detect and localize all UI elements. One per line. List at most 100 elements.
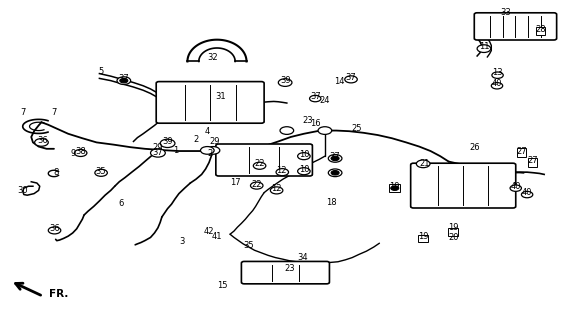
Text: 42: 42 <box>204 227 214 236</box>
Circle shape <box>510 185 521 191</box>
Text: 35: 35 <box>96 167 106 176</box>
Text: 27: 27 <box>516 147 527 156</box>
Text: 15: 15 <box>218 281 228 290</box>
FancyBboxPatch shape <box>156 82 264 123</box>
Text: 29: 29 <box>210 137 220 146</box>
Text: 13: 13 <box>492 68 503 77</box>
Text: 12: 12 <box>276 166 286 175</box>
Circle shape <box>492 72 503 78</box>
Text: 32: 32 <box>208 53 218 62</box>
Text: 20: 20 <box>448 233 458 242</box>
Text: 23: 23 <box>303 116 313 124</box>
Text: 37: 37 <box>310 92 320 101</box>
Text: 22: 22 <box>254 159 265 168</box>
Circle shape <box>201 147 214 154</box>
Text: 10: 10 <box>299 165 309 174</box>
Circle shape <box>416 160 430 168</box>
Circle shape <box>253 162 266 169</box>
Text: 18: 18 <box>326 198 336 207</box>
Text: 16: 16 <box>310 119 320 128</box>
Circle shape <box>48 227 61 234</box>
FancyBboxPatch shape <box>411 163 516 208</box>
Circle shape <box>318 127 332 134</box>
Bar <box>389 184 400 192</box>
Text: 19: 19 <box>418 232 428 241</box>
Text: 8: 8 <box>53 168 59 177</box>
Text: 40: 40 <box>522 188 532 197</box>
Circle shape <box>280 127 294 134</box>
Circle shape <box>151 149 165 157</box>
Text: 39: 39 <box>280 76 290 85</box>
Text: 17: 17 <box>231 178 241 187</box>
Text: 23: 23 <box>285 264 295 273</box>
Text: 37: 37 <box>330 152 340 161</box>
Text: 4: 4 <box>204 127 210 136</box>
Text: 22: 22 <box>252 180 262 188</box>
Text: 3: 3 <box>179 237 185 246</box>
Circle shape <box>276 169 289 176</box>
Circle shape <box>521 191 533 198</box>
Circle shape <box>310 95 321 102</box>
Text: 33: 33 <box>500 8 511 17</box>
Text: 5: 5 <box>98 67 104 76</box>
Circle shape <box>331 156 339 161</box>
Circle shape <box>477 45 491 52</box>
Circle shape <box>206 147 220 154</box>
Text: 41: 41 <box>212 232 222 241</box>
Circle shape <box>491 83 503 89</box>
Circle shape <box>117 77 131 84</box>
Text: 14: 14 <box>335 77 345 86</box>
Circle shape <box>35 139 48 146</box>
Text: 36: 36 <box>49 224 60 233</box>
Text: 19: 19 <box>448 223 458 232</box>
Bar <box>517 148 526 157</box>
Text: 35: 35 <box>243 241 253 250</box>
Text: 21: 21 <box>420 159 430 168</box>
Bar <box>418 235 428 242</box>
Circle shape <box>331 171 339 175</box>
Circle shape <box>328 169 342 177</box>
Text: 2: 2 <box>207 149 213 158</box>
Bar <box>536 28 545 36</box>
Bar <box>448 228 458 236</box>
Text: 1: 1 <box>173 146 179 155</box>
Text: 12: 12 <box>272 184 282 193</box>
Text: 26: 26 <box>469 143 479 152</box>
Text: 37: 37 <box>346 73 356 82</box>
Text: 36: 36 <box>37 136 48 145</box>
Text: 19: 19 <box>390 182 400 191</box>
FancyBboxPatch shape <box>216 144 312 176</box>
Text: FR.: FR. <box>49 289 68 300</box>
Circle shape <box>298 168 310 175</box>
Circle shape <box>278 79 292 86</box>
Circle shape <box>120 78 128 83</box>
Circle shape <box>250 182 263 189</box>
Circle shape <box>298 153 310 160</box>
Text: 37: 37 <box>119 74 129 83</box>
Bar <box>528 158 537 167</box>
Text: 25: 25 <box>352 124 362 133</box>
Text: 7: 7 <box>51 108 57 117</box>
Text: 9: 9 <box>70 149 76 158</box>
Text: 40: 40 <box>511 182 521 191</box>
Text: 30: 30 <box>18 186 28 195</box>
Text: 40: 40 <box>492 79 502 88</box>
Circle shape <box>345 76 357 83</box>
Text: 29: 29 <box>153 143 163 152</box>
Text: 6: 6 <box>118 199 124 208</box>
Text: 37: 37 <box>153 148 163 157</box>
Circle shape <box>160 139 175 148</box>
Circle shape <box>391 186 399 190</box>
Text: 28: 28 <box>536 25 546 34</box>
Text: 27: 27 <box>527 156 537 165</box>
Circle shape <box>270 187 283 194</box>
Circle shape <box>95 169 107 176</box>
Text: 11: 11 <box>479 42 489 51</box>
Text: 2: 2 <box>193 135 199 144</box>
Text: 10: 10 <box>299 150 309 159</box>
Text: 24: 24 <box>320 96 330 105</box>
Text: 7: 7 <box>20 108 26 117</box>
FancyBboxPatch shape <box>241 261 329 284</box>
Text: 31: 31 <box>215 92 225 101</box>
Circle shape <box>74 149 87 156</box>
